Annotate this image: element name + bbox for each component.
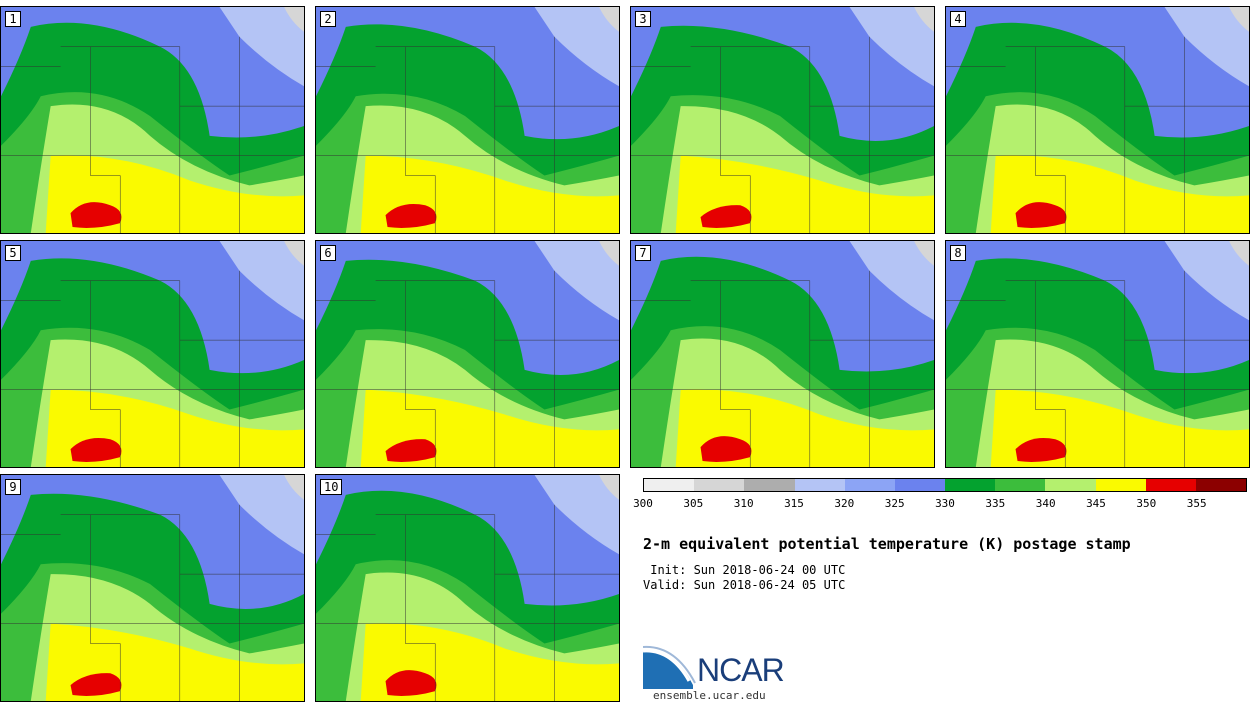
- colorbar-swatch: [945, 479, 996, 491]
- colorbar-tick-label: 310: [733, 497, 754, 510]
- map-panel-1: 1: [0, 6, 305, 234]
- map-panel-7: 7: [630, 240, 935, 468]
- map-image: [316, 7, 619, 233]
- colorbar-swatch: [1145, 479, 1196, 491]
- ncar-logo-text: NCAR: [697, 652, 785, 688]
- map-image: [316, 241, 619, 467]
- map-image: [316, 475, 619, 701]
- map-panel-9: 9: [0, 474, 305, 702]
- panel-label: 4: [950, 11, 966, 27]
- colorbar-tick-label: 320: [834, 497, 855, 510]
- map-panel-10: 10: [315, 474, 620, 702]
- plot-title: 2-m equivalent potential temperature (K)…: [643, 535, 1131, 553]
- map-image: [1, 7, 304, 233]
- colorbar-swatch: [794, 479, 845, 491]
- colorbar-ticks: 300 305 310 315 320 325 330 335 340 345 350 355: [633, 497, 1247, 513]
- map-image: [631, 7, 934, 233]
- colorbar-swatch: [744, 479, 795, 491]
- map-panel-5: 5: [0, 240, 305, 468]
- panel-label: 9: [5, 479, 21, 495]
- map-panel-8: 8: [945, 240, 1250, 468]
- panel-label: 6: [320, 245, 336, 261]
- init-time: Init: Sun 2018-06-24 00 UTC: [643, 563, 846, 577]
- map-image: [946, 241, 1249, 467]
- colorbar-swatch: [644, 479, 695, 491]
- colorbar-swatch: [694, 479, 745, 491]
- ncar-logo-icon: [643, 645, 696, 689]
- colorbar-tick-label: 335: [985, 497, 1006, 510]
- map-image: [1, 475, 304, 701]
- colorbar-swatch: [844, 479, 895, 491]
- colorbar: [643, 478, 1247, 492]
- colorbar-tick-label: 355: [1186, 497, 1207, 510]
- panel-label: 1: [5, 11, 21, 27]
- map-image: [1, 241, 304, 467]
- colorbar-tick-label: 345: [1086, 497, 1106, 510]
- colorbar-swatch: [894, 479, 946, 491]
- colorbar-tick-label: 315: [784, 497, 804, 510]
- map-image: [946, 7, 1249, 233]
- panel-label: 10: [320, 479, 343, 495]
- map-panel-6: 6: [315, 240, 620, 468]
- valid-time: Valid: Sun 2018-06-24 05 UTC: [643, 578, 846, 592]
- site-url: ensemble.ucar.edu: [653, 689, 766, 702]
- panel-label: 2: [320, 11, 336, 27]
- map-panel-3: 3: [630, 6, 935, 234]
- colorbar-tick-label: 325: [884, 497, 905, 510]
- map-panel-4: 4: [945, 6, 1250, 234]
- colorbar-tick-label: 350: [1136, 497, 1157, 510]
- panel-label: 7: [635, 245, 651, 261]
- colorbar-swatch: [1095, 479, 1146, 491]
- colorbar-tick-label: 330: [935, 497, 955, 510]
- map-image: [631, 241, 934, 467]
- panel-label: 5: [5, 245, 21, 261]
- panel-label: 8: [950, 245, 966, 261]
- colorbar-tick-label: 305: [683, 497, 704, 510]
- colorbar-swatch: [1045, 479, 1096, 491]
- colorbar-swatch: [1195, 479, 1247, 491]
- colorbar-tick-label: 300: [633, 497, 653, 510]
- map-panel-2: 2: [315, 6, 620, 234]
- colorbar-swatch: [995, 479, 1046, 491]
- panel-label: 3: [635, 11, 651, 27]
- colorbar-tick-label: 340: [1035, 497, 1056, 510]
